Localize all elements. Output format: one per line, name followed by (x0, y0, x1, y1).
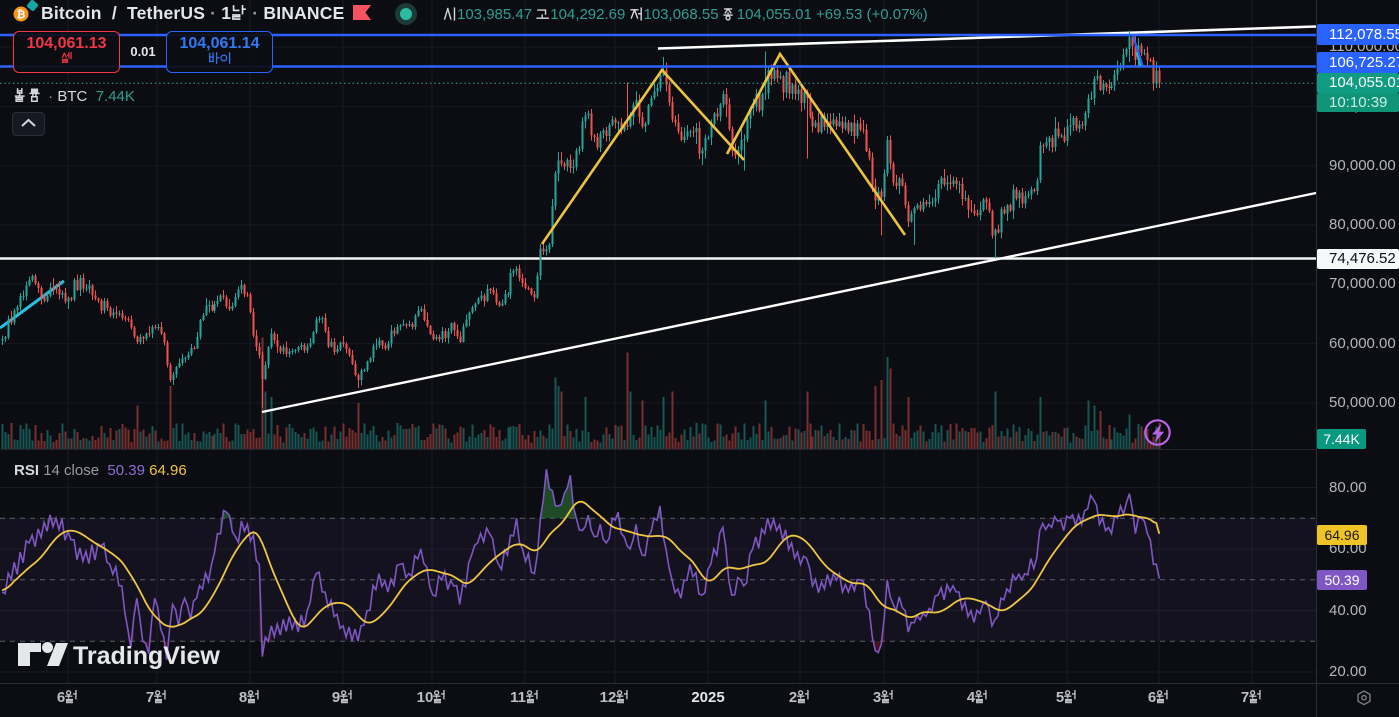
svg-text:TradingView: TradingView (73, 642, 220, 670)
svg-text:₿: ₿ (17, 9, 26, 21)
